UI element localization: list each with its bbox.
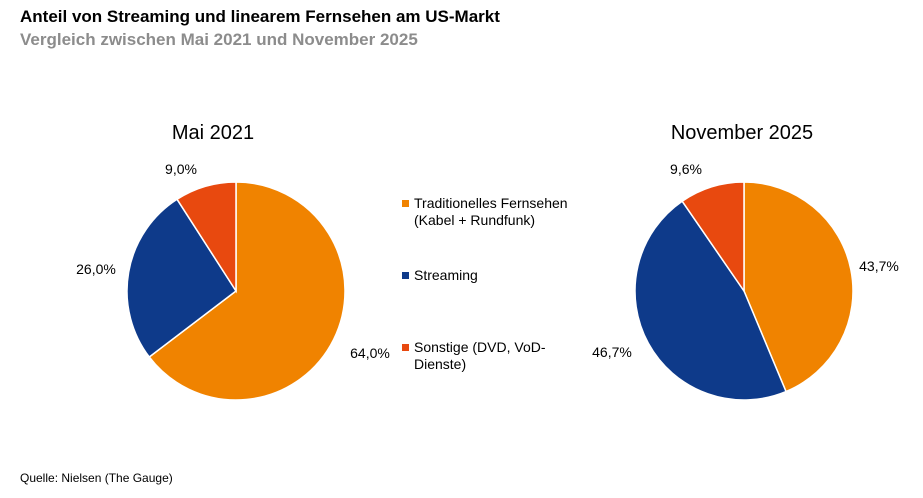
pie-slice-traditional-1 xyxy=(148,181,346,401)
data-label-streaming-2: 46,7% xyxy=(592,344,632,360)
data-label-other-2: 9,6% xyxy=(670,161,702,177)
legend-swatch-traditional xyxy=(402,200,409,207)
pie-slice-streaming-2 xyxy=(634,200,788,401)
legend-label-other: Sonstige (DVD, VoD-Dienste) xyxy=(414,339,546,372)
pie-slice-traditional-2 xyxy=(743,181,854,393)
data-label-streaming-1: 26,0% xyxy=(76,261,116,277)
pie-title-2: November 2025 xyxy=(671,122,813,144)
chart-subtitle: Vergleich zwischen Mai 2021 und November… xyxy=(20,30,418,49)
legend-item-streaming: Streaming xyxy=(402,267,592,284)
pie-title-1: Mai 2021 xyxy=(172,122,254,144)
legend-label-traditional: Traditionelles Fernsehen (Kabel + Rundfu… xyxy=(414,195,568,228)
pie-chart-1: Mai 2021 64,0% 26,0% 9,0% xyxy=(76,122,390,401)
legend-label-streaming: Streaming xyxy=(414,267,478,283)
legend-swatch-other xyxy=(402,344,409,351)
pie-chart-2: November 2025 43,7% 46,7% 9,6% xyxy=(592,122,899,401)
data-label-other-1: 9,0% xyxy=(165,161,197,177)
data-label-traditional-1: 64,0% xyxy=(350,345,390,361)
legend-swatch-streaming xyxy=(402,272,409,279)
source-note: Quelle: Nielsen (The Gauge) xyxy=(20,471,173,485)
chart-title: Anteil von Streaming und linearem Fernse… xyxy=(20,7,500,26)
legend-item-traditional: Traditionelles Fernsehen (Kabel + Rundfu… xyxy=(402,195,592,229)
pie-slice-other-1 xyxy=(176,181,237,294)
legend-item-other: Sonstige (DVD, VoD-Dienste) xyxy=(402,339,592,373)
pie-slice-streaming-1 xyxy=(126,198,238,359)
pie-slice-other-2 xyxy=(681,181,745,294)
data-label-traditional-2: 43,7% xyxy=(859,258,899,274)
